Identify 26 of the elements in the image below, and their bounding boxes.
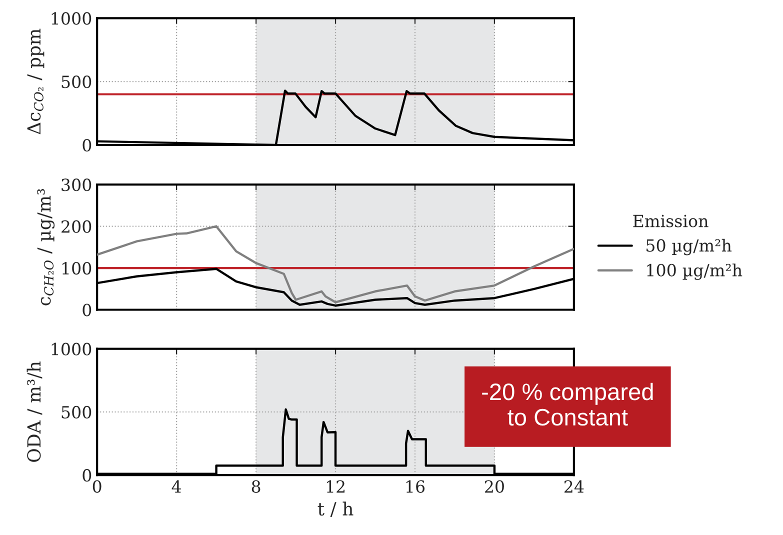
y-tick-label: 500 [62,406,92,419]
y-tick-label: 0 [82,138,92,152]
annotation: -20 % compared to Constant [482,382,653,426]
y-tick-label: 1000 [52,12,92,25]
legend-label: 100 µg/m²h [647,264,742,280]
y-tick-label: 200 [62,220,92,233]
x-tick-label: 20 [484,480,504,493]
y-axis-title: ODA / m³/h [26,361,42,462]
x-tick-label: 24 [564,480,584,493]
y-axis-title: Δc$_{CO₂}$ / ppm [27,28,44,134]
x-tick-label: 12 [326,480,344,493]
y-tick-label: 0 [82,469,92,482]
y-tick-label: 1000 [52,342,92,356]
x-tick-label: 0 [92,480,102,493]
y-tick-label: 300 [62,178,92,192]
x-tick-label: 16 [406,480,425,493]
x-axis-title: t / h [318,502,354,518]
x-tick-label: 8 [252,480,260,493]
legend-label: 50 µg/m²h [646,238,732,256]
y-tick-label: 0 [82,304,92,316]
y-axis-title: c$_{CH₂O}$ / µg/m³ [37,189,55,306]
y-tick-label: 500 [62,76,92,88]
x-tick-label: 4 [172,480,182,493]
line-series [97,225,574,304]
legend-title: Emission [633,214,708,228]
y-tick-label: 100 [62,262,92,275]
